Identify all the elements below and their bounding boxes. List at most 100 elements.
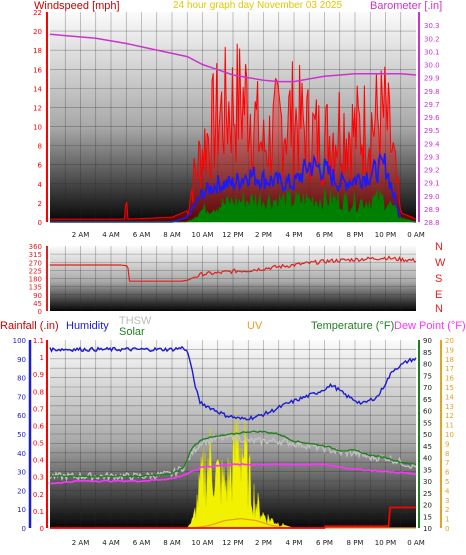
x-tick-label-bottom: 4 PM: [286, 539, 303, 547]
uv-tick-label: 17: [445, 365, 454, 373]
x-tick-label-bottom: 10 AM: [192, 539, 214, 547]
uv-tick-label: 18: [445, 356, 454, 364]
solar-legend-label: Solar: [119, 326, 145, 338]
uv-tick-label: 13: [445, 403, 454, 411]
rain-tick-label: 0: [40, 525, 44, 533]
humidity-tick-label: 20: [17, 487, 26, 495]
rain-tick-label: 0.5: [33, 440, 44, 448]
direction-tick-label: 225: [29, 267, 42, 275]
uv-tick-label: 10: [445, 431, 454, 439]
x-tick-label: 10 AM: [192, 231, 214, 239]
direction-tick-label: 135: [29, 284, 42, 292]
barometer-tick-label: 29.5: [424, 127, 440, 135]
humidity-tick-label: 30: [17, 469, 26, 477]
rain-tick-label: 0.8: [33, 388, 44, 396]
x-tick-label: 8 PM: [347, 231, 364, 239]
humidity-line: [49, 345, 417, 421]
uv-tick-label: 15: [445, 384, 454, 392]
rain-tick-label: 1: [40, 354, 44, 362]
windspeed-area: [50, 43, 416, 223]
windspeed-tick-label: 12: [33, 104, 42, 112]
barometer-tick-label: 29.0: [424, 193, 440, 201]
barometer-tick-label: 29.8: [424, 88, 440, 96]
x-tick-label-bottom: 6 PM: [316, 539, 333, 547]
compass-s: S: [435, 273, 443, 285]
temperature-tick-label: 80: [423, 361, 432, 369]
x-tick-label: 2 AM: [72, 231, 90, 239]
x-tick-label: 6 AM: [133, 231, 151, 239]
temperature-tick-label: 85: [423, 349, 432, 357]
barometer-tick-label: 29.7: [424, 101, 440, 109]
thsw-line: [49, 431, 417, 482]
barometer-tick-label: 28.9: [424, 206, 440, 214]
x-tick-label: 10 PM: [375, 231, 396, 239]
direction-tick-label: 360: [29, 243, 42, 251]
temperature-tick-label: 15: [423, 513, 432, 521]
temperature-axis-label: Temperature (°F): [311, 320, 395, 332]
windspeed-tick-label: 14: [33, 85, 42, 93]
windspeed-tick-label: 10: [33, 124, 42, 132]
windspeed-tick-label: 4: [38, 181, 43, 189]
rain-tick-label: 0.4: [33, 457, 45, 465]
rain-tick-label: 0.2: [33, 491, 44, 499]
windspeed-tick-label: 16: [33, 66, 42, 74]
temperature-tick-label: 50: [423, 431, 432, 439]
direction-tick-label: 315: [29, 251, 42, 259]
uv-line: [50, 517, 416, 529]
rain-tick-label: 1.1: [33, 337, 44, 345]
temperature-tick-label: 25: [423, 490, 432, 498]
humidity-tick-label: 90: [17, 356, 26, 364]
rain-tick-label: 0.1: [33, 508, 44, 516]
uv-tick-label: 12: [445, 412, 454, 420]
temperature-tick-label: 20: [423, 502, 432, 510]
uv-tick-label: 8: [445, 450, 449, 458]
uv-tick-label: 0: [445, 525, 449, 533]
barometer-axis-label: Barometer [.in]: [370, 0, 443, 12]
uv-tick-label: 11: [445, 422, 454, 430]
barometer-tick-label: 30.3: [424, 22, 440, 30]
windspeed-tick-label: 6: [38, 162, 43, 170]
x-tick-label-bottom: 8 AM: [163, 539, 181, 547]
compass-e: E: [435, 289, 443, 301]
temperature-tick-label: 30: [423, 478, 432, 486]
chart-title: 24 hour graph day November 03 2025: [173, 0, 343, 11]
uv-tick-label: 5: [445, 478, 449, 486]
humidity-tick-label: 60: [17, 412, 26, 420]
x-tick-label: 8 AM: [163, 231, 181, 239]
x-tick-label-bottom: 6 AM: [133, 539, 151, 547]
dewpoint-line: [49, 463, 417, 485]
humidity-axis-label: Humidity: [66, 320, 109, 332]
uv-tick-label: 14: [445, 393, 454, 401]
uv-tick-label: 19: [445, 346, 454, 354]
temperature-tick-label: 70: [423, 384, 432, 392]
temperature-tick-label: 65: [423, 396, 432, 404]
compass-w: W: [435, 257, 446, 269]
barometer-tick-label: 29.9: [424, 75, 440, 83]
uv-tick-label: 9: [445, 440, 449, 448]
uv-tick-label: 7: [445, 459, 449, 467]
rain-tick-label: 0.6: [33, 422, 45, 430]
windspeed-tick-label: 2: [38, 200, 42, 208]
x-tick-label-bottom: 4 AM: [102, 539, 120, 547]
barometer-tick-label: 29.3: [424, 153, 440, 161]
direction-tick-label: 45: [33, 300, 42, 308]
x-tick-label-bottom: 8 PM: [347, 539, 364, 547]
windspeed-line: [50, 43, 417, 220]
rain-tick-label: 0.7: [33, 405, 44, 413]
humidity-tick-label: 50: [17, 431, 26, 439]
barometer-tick-label: 29.6: [424, 114, 440, 122]
temperature-tick-label: 45: [423, 443, 432, 451]
temperature-line: [49, 430, 417, 478]
uv-tick-label: 2: [445, 506, 449, 514]
wind-direction-line: [50, 255, 416, 282]
barometer-tick-label: 28.8: [424, 219, 440, 227]
x-tick-label: 4 PM: [286, 231, 303, 239]
humidity-tick-label: 70: [17, 393, 26, 401]
gust-area: [50, 187, 417, 223]
temperature-tick-label: 55: [423, 419, 432, 427]
x-tick-label: 2 PM: [255, 231, 272, 239]
direction-tick-label: 180: [29, 276, 42, 284]
rain-tick-label: 0.3: [33, 474, 44, 482]
